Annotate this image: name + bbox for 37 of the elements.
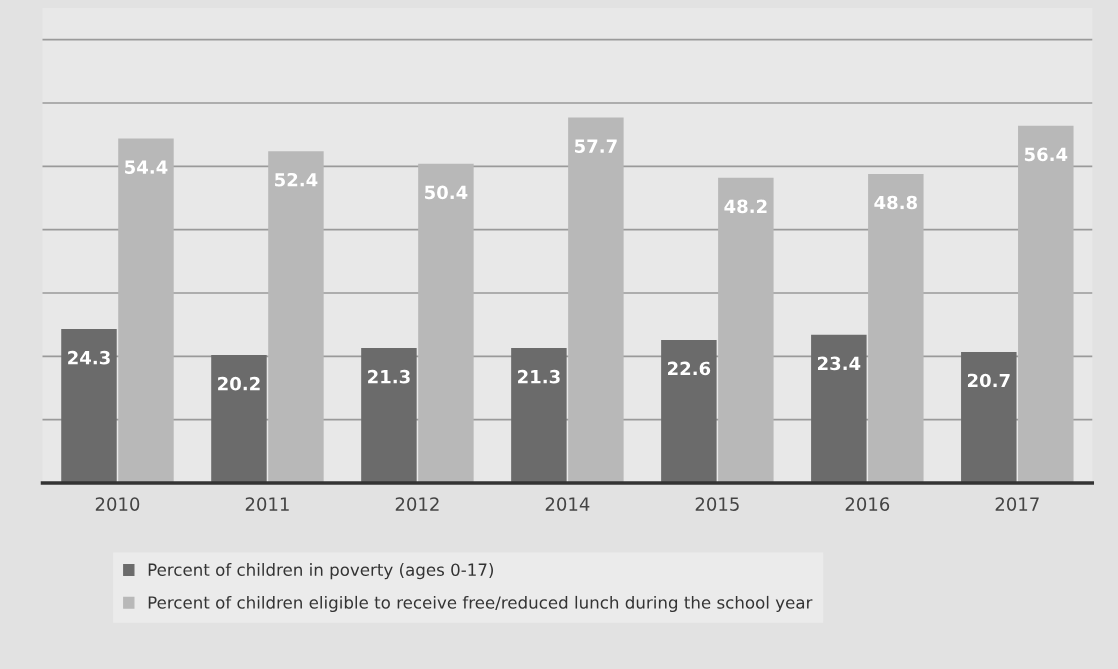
data-label: 20.2: [218, 376, 260, 391]
x-tick-label: 2014: [545, 497, 590, 511]
bar: [61, 329, 117, 484]
data-label: 48.8: [874, 195, 917, 210]
data-label: 48.2: [724, 199, 767, 214]
legend-label: Percent of children in poverty (ages 0-17): [148, 563, 494, 580]
bar: [268, 151, 324, 484]
data-label: 22.6: [668, 361, 711, 376]
bar: [361, 348, 417, 484]
bar: [811, 334, 867, 484]
data-label: 21.3: [518, 369, 560, 384]
data-label: 52.4: [275, 172, 318, 187]
bar: [661, 339, 717, 484]
bar: [511, 348, 567, 484]
x-tick-label: 2016: [845, 497, 890, 511]
bar: [568, 117, 624, 484]
legend-label: Percent of children eligible to receive free/reduced lunch during the school year: [148, 595, 813, 613]
data-label: 54.4: [125, 160, 168, 174]
data-label: 50.4: [425, 185, 468, 200]
bar: [211, 355, 267, 484]
data-label: 20.7: [967, 373, 1010, 388]
x-tick-label: 2012: [395, 497, 439, 511]
x-tick-label: 2011: [245, 497, 289, 511]
data-label: 24.3: [68, 350, 110, 365]
bar: [868, 173, 924, 484]
data-label: 56.4: [1024, 147, 1068, 162]
x-tick-label: 2015: [695, 497, 739, 511]
bar: [961, 351, 1017, 484]
bar: [418, 163, 474, 484]
bar: [118, 138, 174, 484]
data-label: 21.3: [368, 369, 410, 384]
x-tick-label: 2010: [95, 497, 140, 511]
bar: [1018, 125, 1074, 484]
x-tick-label: 2017: [995, 497, 1039, 511]
data-label: 23.4: [817, 356, 861, 371]
bar: [718, 177, 774, 484]
data-label: 57.7: [575, 139, 617, 153]
